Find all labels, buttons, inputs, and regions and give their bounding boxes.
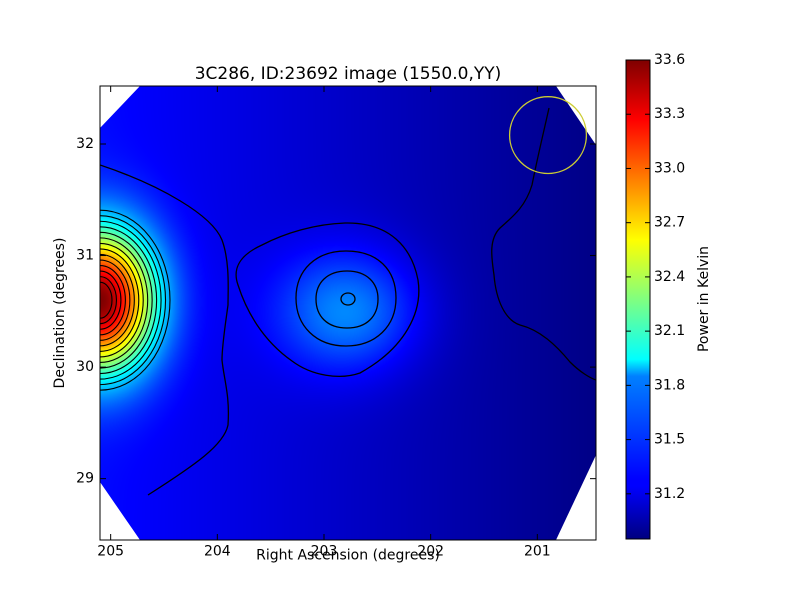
contour-left-1 xyxy=(100,215,167,386)
x-tick-label: 203 xyxy=(311,544,338,560)
contour-outer-left xyxy=(100,164,230,496)
contour-left-2 xyxy=(100,220,162,380)
contour-left-13 xyxy=(100,281,113,319)
colorbar-tick-label: 32.1 xyxy=(654,323,685,339)
y-axis-label: Declination (degrees) xyxy=(52,238,68,389)
heatmap-image xyxy=(100,86,596,540)
colorbar-tick-label: 32.7 xyxy=(654,215,685,231)
contour-left-6 xyxy=(100,242,144,358)
contour-left-7 xyxy=(100,248,140,352)
contour-left-8 xyxy=(100,253,135,347)
colorbar-tick-label: 31.8 xyxy=(654,377,685,393)
chart-title: 3C286, ID:23692 image (1550.0,YY) xyxy=(195,64,502,84)
contour-left-9 xyxy=(100,259,131,341)
contour-left-0 xyxy=(100,209,171,391)
contour-outer-right xyxy=(491,107,596,381)
contour-left-12 xyxy=(100,276,118,325)
contour-center-3 xyxy=(315,270,379,329)
x-tick-label: 204 xyxy=(204,544,231,560)
y-tick-label: 31 xyxy=(76,248,94,264)
colorbar-tick-label: 31.2 xyxy=(654,486,685,502)
x-tick-label: 201 xyxy=(524,544,551,560)
colorbar-label: Power in Kelvin xyxy=(696,246,712,352)
x-tick-label: 205 xyxy=(97,544,124,560)
contour-left-11 xyxy=(100,270,122,330)
contour-left-4 xyxy=(100,231,153,369)
colorbar-tick-label: 33.6 xyxy=(654,52,685,68)
colorbar-tick-label: 31.5 xyxy=(654,432,685,448)
contour-center-1 xyxy=(235,222,420,377)
colorbar-tick-label: 33.0 xyxy=(654,160,685,176)
contour-left-5 xyxy=(100,237,149,364)
x-axis: 205 204 203 202 201 xyxy=(97,86,551,560)
colorbar-ticks: 31.2 31.5 31.8 32.1 32.4 32.7 33.0 33.3 33.6 xyxy=(626,52,685,502)
contour-center-2 xyxy=(295,250,397,347)
marker-circle xyxy=(508,96,588,175)
y-tick-label: 32 xyxy=(76,136,94,152)
y-tick-label: 29 xyxy=(76,471,94,487)
colorbar-gradient xyxy=(625,59,651,540)
y-tick-label: 30 xyxy=(76,359,94,375)
contour-center-4 xyxy=(340,292,356,306)
contour-lines xyxy=(100,107,596,496)
y-axis: 29 30 31 32 xyxy=(76,136,596,487)
contour-left-3 xyxy=(100,226,158,375)
plot-area xyxy=(99,85,597,541)
colorbar-tick-label: 33.3 xyxy=(654,106,685,122)
x-axis-label: Right Ascension (degrees) xyxy=(256,548,440,564)
x-tick-label: 202 xyxy=(417,544,444,560)
colorbar-tick-label: 32.4 xyxy=(654,269,685,285)
colorbar: 31.2 31.5 31.8 32.1 32.4 32.7 33.0 33.3 33.6 Pow… xyxy=(625,52,712,540)
plot-frame xyxy=(99,85,597,541)
